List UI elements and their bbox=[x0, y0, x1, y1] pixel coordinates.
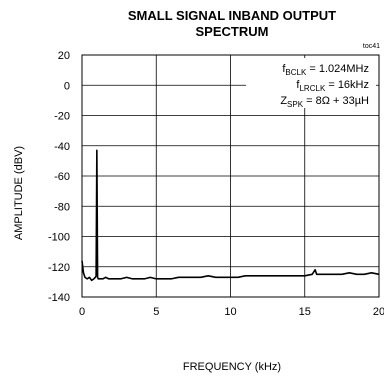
chart-title-line1: SMALL SIGNAL INBAND OUTPUT bbox=[128, 8, 336, 23]
x-axis-label: FREQUENCY (kHz) bbox=[183, 361, 281, 373]
annotation-lrclk: fLRCLK = 16kHz bbox=[296, 79, 369, 93]
x-tick-label: 15 bbox=[299, 306, 311, 318]
annotation-zspk: ZSPK = 8Ω + 33µH bbox=[280, 95, 369, 109]
plot-frame bbox=[81, 54, 380, 298]
x-tick-label: 5 bbox=[153, 306, 159, 318]
annotation-bclk: fBCLK = 1.024MHz bbox=[282, 63, 369, 77]
y-tick-label: -60 bbox=[54, 171, 70, 183]
y-tick-label: -100 bbox=[48, 232, 70, 244]
y-axis-label: AMPLITUDE (dBV) bbox=[13, 146, 25, 240]
x-tick-label: 10 bbox=[224, 306, 236, 318]
series-line bbox=[81, 149, 380, 282]
annotation-box: fBCLK = 1.024MHz fLRCLK = 16kHz ZSPK = 8… bbox=[246, 58, 376, 109]
y-tick-label: 20 bbox=[58, 50, 70, 62]
y-tick-labels: 20 0 -20 -40 -60 -80 -100 -120 -140 bbox=[48, 50, 70, 304]
x-tick-label: 0 bbox=[79, 306, 85, 318]
annotation-background bbox=[246, 58, 376, 108]
x-tick-label: 20 bbox=[373, 306, 384, 318]
chart-id-label: toc41 bbox=[363, 43, 380, 50]
y-tick-label: -40 bbox=[54, 141, 70, 153]
y-tick-label: 0 bbox=[64, 80, 70, 92]
y-tick-label: -80 bbox=[54, 201, 70, 213]
y-tick-label: -20 bbox=[54, 111, 70, 123]
y-tick-label: -140 bbox=[48, 292, 70, 304]
y-tick-label: -120 bbox=[48, 262, 70, 274]
chart-title-line2: SPECTRUM bbox=[196, 24, 269, 39]
x-tick-labels: 0 5 10 15 20 bbox=[79, 306, 384, 318]
